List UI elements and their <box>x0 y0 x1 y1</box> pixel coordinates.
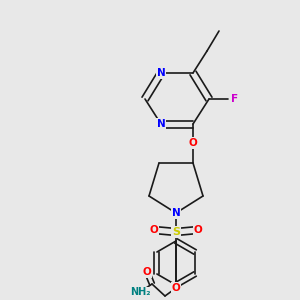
Text: S: S <box>172 227 180 237</box>
Text: N: N <box>157 119 165 129</box>
Text: F: F <box>231 94 239 104</box>
Text: N: N <box>172 208 180 218</box>
Text: N: N <box>157 68 165 78</box>
Text: O: O <box>142 267 152 277</box>
Text: O: O <box>189 138 197 148</box>
Text: O: O <box>150 225 158 235</box>
Text: O: O <box>172 283 180 293</box>
Text: O: O <box>194 225 202 235</box>
Text: NH₂: NH₂ <box>130 287 150 297</box>
